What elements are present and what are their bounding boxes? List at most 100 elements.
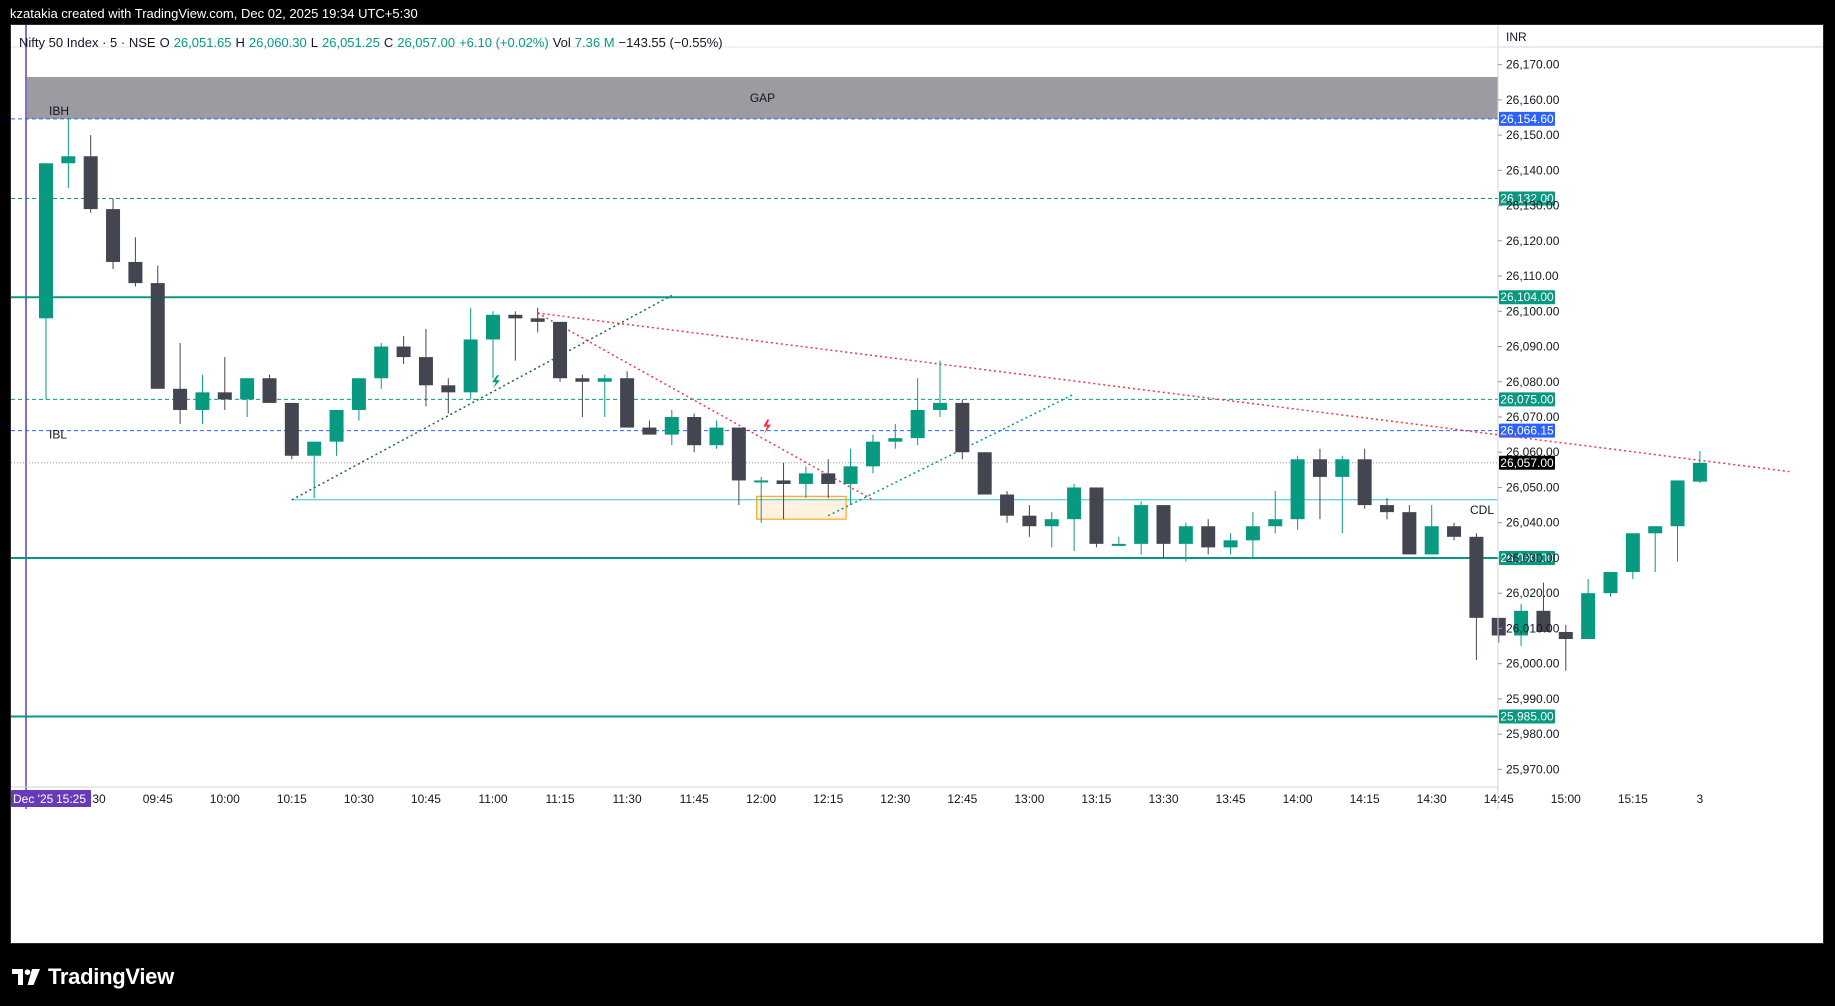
candle-body[interactable] — [195, 392, 210, 410]
candle-body[interactable] — [1447, 526, 1462, 537]
candle-body[interactable] — [1648, 526, 1663, 534]
candle-body[interactable] — [709, 427, 724, 446]
candle-body[interactable] — [1335, 459, 1350, 477]
candlestick-chart[interactable]: GAP 26,154.60 IBH 26,132.00 26,104.00 26,075.… — [11, 25, 1823, 943]
candle-body[interactable] — [1380, 505, 1394, 513]
candle-body[interactable] — [486, 314, 500, 340]
candle-body[interactable] — [1424, 526, 1439, 555]
candle-body[interactable] — [1022, 515, 1037, 527]
y-tick-label: 26,040.00 — [1506, 516, 1560, 530]
candle-body[interactable] — [1044, 519, 1059, 527]
candle-body[interactable] — [843, 466, 858, 484]
candle-body[interactable] — [329, 409, 344, 442]
candle-body[interactable] — [865, 441, 880, 467]
candle-body[interactable] — [977, 452, 992, 495]
candle-body[interactable] — [284, 402, 299, 456]
candle-body[interactable] — [888, 438, 903, 442]
candle-body[interactable] — [1067, 487, 1082, 520]
candle-body[interactable] — [1558, 631, 1573, 639]
candle-body[interactable] — [1268, 519, 1283, 527]
candle-body[interactable] — [61, 156, 76, 164]
candle-body[interactable] — [1089, 487, 1104, 544]
candle-body[interactable] — [150, 283, 165, 389]
candle-body[interactable] — [955, 402, 970, 453]
candle-body[interactable] — [754, 480, 769, 483]
trendline[interactable] — [537, 312, 1790, 473]
legend-symbol[interactable]: Nifty 50 Index · 5 · NSE — [19, 35, 156, 50]
candle-body[interactable] — [1670, 480, 1685, 527]
candle-body[interactable] — [530, 318, 545, 322]
candle-body[interactable] — [1581, 593, 1596, 639]
candle-body[interactable] — [1469, 536, 1484, 618]
zone-box[interactable] — [756, 495, 847, 520]
y-tick-label: 26,010.00 — [1506, 621, 1560, 635]
candle-body[interactable] — [664, 417, 679, 435]
candle-body[interactable] — [396, 346, 411, 358]
y-tick-label: 26,130.00 — [1506, 199, 1560, 213]
candle-body[interactable] — [1111, 543, 1126, 546]
candle-body[interactable] — [508, 314, 523, 319]
candle-body[interactable] — [731, 427, 746, 481]
level-text-ibl: IBL — [49, 428, 67, 442]
candle-body[interactable] — [1223, 540, 1238, 548]
candle-body[interactable] — [642, 427, 657, 435]
legend-low-label: L — [310, 35, 318, 50]
x-tick-label: 14:00 — [1283, 792, 1313, 806]
candle-body[interactable] — [374, 346, 389, 379]
y-tick-label: 26,060.00 — [1506, 445, 1560, 459]
candle-body[interactable] — [1178, 526, 1193, 544]
candle-body[interactable] — [910, 409, 925, 439]
x-tick-label: 10:45 — [411, 792, 441, 806]
candle-body[interactable] — [1134, 505, 1149, 544]
candle-body[interactable] — [217, 392, 232, 400]
candle-body[interactable] — [83, 156, 98, 210]
candle-body[interactable] — [1357, 459, 1372, 506]
candle-body[interactable] — [1156, 505, 1171, 544]
candle-body[interactable] — [1603, 572, 1618, 594]
candle-body[interactable] — [687, 417, 702, 446]
candle-body[interactable] — [1000, 494, 1015, 516]
candle-body[interactable] — [106, 209, 121, 262]
gap-label: GAP — [750, 91, 775, 105]
chart-frame[interactable]: GAP 26,154.60 IBH 26,132.00 26,104.00 26,075.… — [10, 24, 1824, 944]
candle-body[interactable] — [798, 473, 813, 484]
candle-body[interactable] — [418, 357, 433, 386]
candle-body[interactable] — [39, 163, 53, 319]
candle-body[interactable] — [1491, 617, 1506, 636]
candle-body[interactable] — [553, 321, 568, 379]
trendline[interactable] — [537, 312, 874, 501]
candle-body[interactable] — [1402, 512, 1417, 555]
candle-body[interactable] — [933, 402, 947, 410]
tradingview-logo[interactable]: TradingView — [12, 962, 174, 992]
candle-body[interactable] — [307, 441, 322, 456]
level-price-label: 26,075.00 — [1500, 392, 1554, 406]
candle-body[interactable] — [173, 388, 188, 410]
candle-body[interactable] — [1692, 462, 1707, 482]
gap-zone[interactable] — [27, 76, 1498, 119]
x-tick-label: 3 — [1697, 792, 1704, 806]
trendline[interactable] — [827, 393, 1075, 517]
candle-body[interactable] — [262, 378, 277, 403]
candle-body[interactable] — [1514, 610, 1529, 636]
x-tick-label: 10:30 — [344, 792, 374, 806]
candle-body[interactable] — [351, 378, 366, 410]
candle-body[interactable] — [597, 378, 612, 382]
candle-body[interactable] — [1312, 459, 1327, 477]
candle-body[interactable] — [776, 480, 791, 484]
candle-body[interactable] — [441, 385, 456, 393]
candle-body[interactable] — [1245, 526, 1260, 541]
candle-body[interactable] — [240, 378, 255, 400]
candle-body[interactable] — [463, 339, 478, 393]
trendline[interactable] — [291, 294, 673, 501]
candle-body[interactable] — [128, 261, 143, 284]
candle-body[interactable] — [1625, 533, 1640, 573]
candle-body[interactable] — [620, 378, 635, 428]
candle-body[interactable] — [575, 378, 590, 382]
level-price-tag — [1499, 423, 1555, 438]
candle-body[interactable] — [821, 473, 836, 484]
candle-body[interactable] — [1536, 610, 1551, 632]
y-tick-label: 26,000.00 — [1506, 657, 1560, 671]
candle-body[interactable] — [1201, 526, 1216, 548]
y-tick-label: 26,170.00 — [1506, 58, 1560, 72]
candle-body[interactable] — [1290, 459, 1305, 520]
